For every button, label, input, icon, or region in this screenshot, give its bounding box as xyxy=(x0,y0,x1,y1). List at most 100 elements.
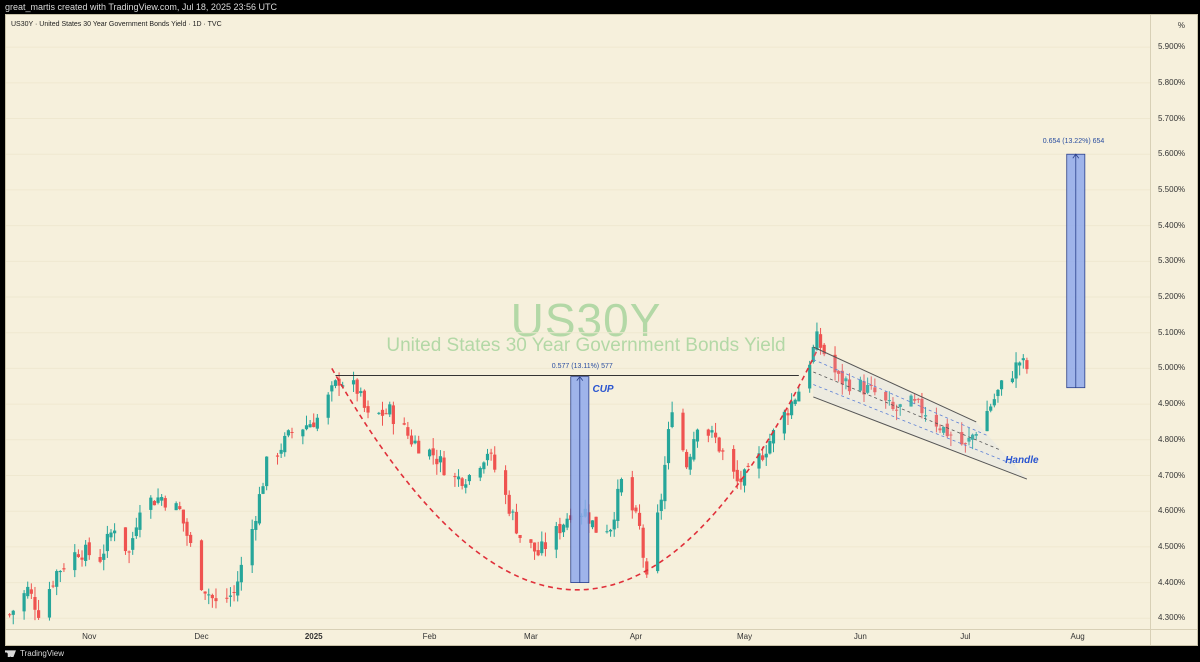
candle-body xyxy=(26,586,30,597)
symbol-info[interactable]: US30Y · United States 30 Year Government… xyxy=(11,21,222,28)
candle-body xyxy=(493,454,497,470)
candle-body xyxy=(105,533,109,552)
candle-body xyxy=(840,370,844,385)
candle-body xyxy=(739,478,743,483)
candle-body xyxy=(949,434,953,436)
candle-body xyxy=(102,553,106,560)
candle-body xyxy=(189,534,193,544)
candle-body xyxy=(8,614,12,616)
candle-body xyxy=(131,538,135,550)
candle-body xyxy=(442,457,446,476)
candle-body xyxy=(507,494,511,514)
candle-body xyxy=(478,467,482,478)
candle-body xyxy=(210,594,214,599)
candle-body xyxy=(641,527,645,558)
price-tick-label: 4.300% xyxy=(1158,613,1186,623)
candle-body xyxy=(869,384,873,386)
time-axis-divider xyxy=(6,629,1197,630)
candle-body xyxy=(279,449,283,454)
handle-channel-lower xyxy=(813,396,1028,480)
candle-body xyxy=(51,585,55,587)
time-tick-label: Apr xyxy=(629,632,643,641)
price-tick-label: 4.900% xyxy=(1158,399,1186,409)
candle-body xyxy=(923,415,928,417)
candle-body xyxy=(808,364,812,389)
candle-body xyxy=(811,347,815,363)
cup-range-measure-label: 0.577 (13.11%) 577 xyxy=(551,362,613,370)
price-tick-label: 5.500% xyxy=(1158,184,1186,194)
footer-brand: TradingView xyxy=(20,649,65,658)
candle-body xyxy=(685,451,689,468)
time-tick-label: 2025 xyxy=(304,632,323,641)
candle-body xyxy=(710,430,714,433)
handle-channel-midline xyxy=(813,359,990,437)
candle-body xyxy=(337,378,341,386)
candle-body xyxy=(22,593,26,612)
candle-body xyxy=(236,581,240,596)
candle-body xyxy=(62,568,66,570)
watermark-name: United States 30 Year Government Bonds Y… xyxy=(386,335,786,356)
candle-body xyxy=(554,526,558,550)
candle-body xyxy=(637,512,642,526)
candle-body xyxy=(663,464,667,502)
price-tick-label: 5.900% xyxy=(1158,42,1186,52)
candle-body xyxy=(453,476,457,478)
handle-channel-upper xyxy=(813,346,977,423)
candle-body xyxy=(431,448,435,456)
chart-pane[interactable]: US30Y United States 30 Year Government B… xyxy=(5,14,1198,646)
candle-body xyxy=(489,452,493,454)
candle-body xyxy=(460,478,464,486)
candle-body xyxy=(735,469,739,482)
candle-body xyxy=(782,411,786,434)
footer-bar: TradingView xyxy=(0,646,1200,662)
candle-body xyxy=(409,435,414,445)
candle-body xyxy=(250,529,254,566)
candle-body xyxy=(938,428,942,431)
candle-body xyxy=(873,387,877,393)
price-axis-divider xyxy=(1150,15,1151,645)
price-unit-label[interactable]: % xyxy=(1177,21,1185,30)
candle-body xyxy=(178,506,182,509)
candle-body xyxy=(797,391,801,402)
candle-body xyxy=(695,429,700,442)
candle-body xyxy=(58,570,62,573)
candle-body xyxy=(532,542,537,552)
candle-body xyxy=(333,380,338,386)
candle-body xyxy=(265,456,269,487)
time-tick-label: Dec xyxy=(194,632,209,641)
candle-body xyxy=(833,354,837,373)
price-tick-label: 5.400% xyxy=(1158,220,1186,230)
candle-body xyxy=(275,455,280,457)
candle-body xyxy=(232,591,236,593)
candle-body xyxy=(207,594,211,596)
time-tick-label: Feb xyxy=(422,632,437,641)
candle-body xyxy=(257,494,262,524)
candle-body xyxy=(355,379,359,394)
candle-body xyxy=(174,503,178,511)
candle-body xyxy=(717,437,721,452)
candle-body xyxy=(123,527,128,552)
candle-body xyxy=(692,439,696,460)
candle-body xyxy=(377,412,381,414)
candle-body xyxy=(47,589,52,618)
candle-body xyxy=(127,551,131,553)
candle-body xyxy=(1018,362,1022,366)
candlestick-chart[interactable] xyxy=(6,15,1198,646)
candle-body xyxy=(565,518,569,528)
candle-body xyxy=(898,404,902,407)
candle-body xyxy=(290,431,294,433)
candle-body xyxy=(286,430,290,436)
candle-body xyxy=(963,443,967,445)
candle-body xyxy=(706,429,710,436)
time-tick-label: Mar xyxy=(524,632,538,641)
candle-body xyxy=(406,427,410,436)
time-tick-label: Jul xyxy=(960,632,971,641)
candle-body xyxy=(815,331,819,351)
candle-body xyxy=(36,610,41,618)
price-tick-label: 5.200% xyxy=(1158,292,1186,301)
candle-body xyxy=(713,432,718,438)
price-tick-label: 5.700% xyxy=(1158,113,1186,123)
candle-body xyxy=(967,437,971,442)
candle-body xyxy=(402,423,406,425)
candle-body xyxy=(934,414,939,427)
